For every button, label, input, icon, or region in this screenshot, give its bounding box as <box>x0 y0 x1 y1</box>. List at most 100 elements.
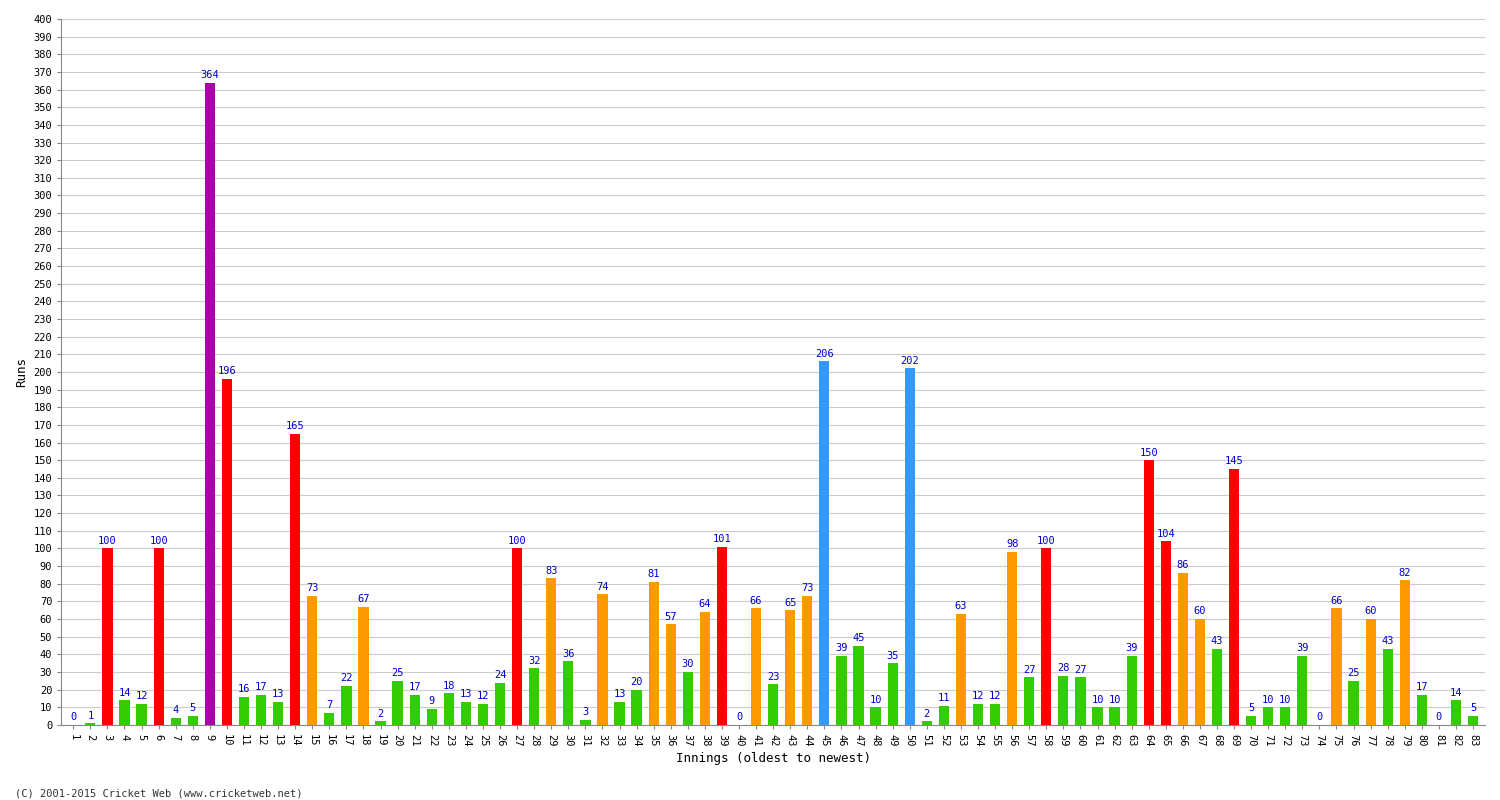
Text: 73: 73 <box>801 583 813 594</box>
Bar <box>324 713 334 725</box>
Bar <box>546 578 556 725</box>
Text: (C) 2001-2015 Cricket Web (www.cricketweb.net): (C) 2001-2015 Cricket Web (www.cricketwe… <box>15 788 303 798</box>
Bar <box>102 549 112 725</box>
Bar <box>768 684 778 725</box>
Bar <box>632 690 642 725</box>
Text: 104: 104 <box>1156 529 1174 538</box>
Bar <box>615 702 624 725</box>
Text: 64: 64 <box>699 599 711 610</box>
Bar <box>1416 695 1426 725</box>
Bar <box>1126 656 1137 725</box>
Text: 39: 39 <box>836 643 848 654</box>
Text: 81: 81 <box>648 570 660 579</box>
Bar <box>1298 656 1308 725</box>
Text: 3: 3 <box>582 707 588 717</box>
Bar <box>837 656 846 725</box>
Text: 30: 30 <box>681 659 694 670</box>
Bar <box>530 669 540 725</box>
X-axis label: Innings (oldest to newest): Innings (oldest to newest) <box>675 752 870 765</box>
Text: 23: 23 <box>766 672 780 682</box>
Bar <box>1400 580 1410 725</box>
Text: 43: 43 <box>1382 636 1394 646</box>
Text: 9: 9 <box>429 696 435 706</box>
Bar <box>648 582 658 725</box>
Bar <box>580 720 591 725</box>
Text: 145: 145 <box>1224 456 1244 466</box>
Text: 10: 10 <box>1108 694 1120 705</box>
Bar <box>204 82 214 725</box>
Text: 83: 83 <box>544 566 558 576</box>
Text: 73: 73 <box>306 583 318 594</box>
Y-axis label: Runs: Runs <box>15 357 28 387</box>
Text: 60: 60 <box>1365 606 1377 616</box>
Bar <box>1092 707 1102 725</box>
Text: 14: 14 <box>1449 687 1462 698</box>
Bar <box>562 662 573 725</box>
Bar <box>717 546 728 725</box>
Bar <box>974 704 982 725</box>
Text: 0: 0 <box>70 712 76 722</box>
Bar <box>393 681 402 725</box>
Bar <box>1365 619 1376 725</box>
Text: 100: 100 <box>98 536 117 546</box>
Text: 18: 18 <box>442 681 454 690</box>
Bar <box>120 700 129 725</box>
Text: 202: 202 <box>900 356 920 366</box>
Text: 13: 13 <box>614 690 626 699</box>
Bar <box>188 716 198 725</box>
Text: 66: 66 <box>750 596 762 606</box>
Text: 11: 11 <box>938 693 950 703</box>
Text: 0: 0 <box>1317 712 1323 722</box>
Text: 1: 1 <box>87 710 93 721</box>
Bar <box>700 612 709 725</box>
Bar <box>784 610 795 725</box>
Text: 150: 150 <box>1140 447 1158 458</box>
Bar <box>1332 609 1341 725</box>
Text: 25: 25 <box>392 668 404 678</box>
Text: 100: 100 <box>507 536 526 546</box>
Text: 63: 63 <box>954 601 968 611</box>
Text: 43: 43 <box>1210 636 1222 646</box>
Text: 10: 10 <box>1092 694 1104 705</box>
Bar <box>1383 649 1394 725</box>
Bar <box>921 722 932 725</box>
Text: 12: 12 <box>477 691 489 701</box>
Text: 66: 66 <box>1330 596 1342 606</box>
Bar <box>410 695 420 725</box>
Bar <box>495 682 506 725</box>
Bar <box>1212 649 1222 725</box>
Text: 364: 364 <box>201 70 219 80</box>
Bar <box>853 646 864 725</box>
Bar <box>1280 707 1290 725</box>
Bar <box>1058 675 1068 725</box>
Bar <box>1161 542 1172 725</box>
Text: 5: 5 <box>1248 703 1254 714</box>
Bar <box>444 693 454 725</box>
Bar <box>990 704 1000 725</box>
Text: 165: 165 <box>286 421 304 431</box>
Text: 13: 13 <box>272 690 285 699</box>
Bar <box>1041 549 1052 725</box>
Text: 27: 27 <box>1023 665 1035 674</box>
Bar <box>1468 716 1478 725</box>
Text: 17: 17 <box>255 682 267 692</box>
Text: 86: 86 <box>1176 561 1190 570</box>
Text: 13: 13 <box>459 690 472 699</box>
Bar <box>597 594 608 725</box>
Text: 7: 7 <box>326 700 333 710</box>
Bar <box>290 434 300 725</box>
Text: 17: 17 <box>408 682 422 692</box>
Bar <box>682 672 693 725</box>
Text: 101: 101 <box>712 534 732 544</box>
Text: 25: 25 <box>1347 668 1360 678</box>
Text: 57: 57 <box>664 612 676 622</box>
Bar <box>512 549 522 725</box>
Bar <box>956 614 966 725</box>
Bar <box>86 723 96 725</box>
Text: 12: 12 <box>972 691 984 701</box>
Bar <box>1024 678 1035 725</box>
Bar <box>1007 552 1017 725</box>
Bar <box>888 663 898 725</box>
Bar <box>1348 681 1359 725</box>
Text: 67: 67 <box>357 594 369 604</box>
